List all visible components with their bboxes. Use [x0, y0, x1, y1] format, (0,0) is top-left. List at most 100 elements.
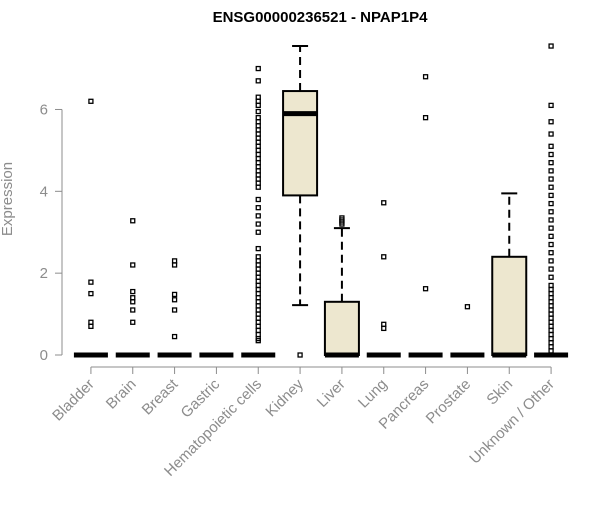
- outlier-4-23: [255, 184, 261, 190]
- outlier-11-3: [548, 131, 554, 137]
- x-tick-label-1: Brain: [103, 376, 140, 413]
- x-tick-label-2: Breast: [139, 375, 182, 418]
- outlier-4-20: [255, 172, 261, 178]
- outlier-4-31: [255, 258, 261, 264]
- outlier-4-25: [255, 205, 261, 211]
- outlier-4-32: [255, 262, 261, 268]
- box-0: [73, 98, 108, 358]
- outlier-11-26: [548, 303, 554, 309]
- outlier-7-1: [381, 254, 387, 260]
- outlier-4-16: [255, 155, 261, 162]
- outlier-0-2: [88, 290, 94, 297]
- outlier-4-33: [255, 266, 261, 272]
- outlier-4-5: [255, 108, 261, 115]
- outlier-4-3: [255, 98, 261, 104]
- box-8: [408, 74, 443, 358]
- box-5: [282, 45, 319, 358]
- outlier-4-29: [255, 245, 261, 252]
- outlier-4-24: [255, 196, 261, 203]
- outlier-11-10: [548, 192, 554, 199]
- outlier-4-1: [255, 78, 261, 84]
- outlier-1-3: [130, 295, 136, 301]
- outlier-11-13: [548, 217, 554, 223]
- outlier-11-27: [548, 307, 554, 313]
- outlier-11-7: [548, 168, 554, 174]
- outlier-2-1: [171, 262, 178, 268]
- outlier-11-9: [548, 184, 554, 190]
- outlier-1-1: [130, 262, 136, 268]
- outlier-11-29: [548, 315, 554, 321]
- outlier-0-1: [88, 279, 94, 285]
- outlier-6-3: [339, 221, 345, 227]
- outlier-4-43: [255, 307, 261, 313]
- outlier-0-3: [88, 319, 94, 325]
- outlier-11-15: [548, 233, 554, 239]
- outlier-4-17: [255, 160, 261, 166]
- box-body-10: [491, 255, 528, 356]
- box-body-5: [282, 90, 319, 197]
- outlier-1-6: [130, 319, 136, 325]
- outlier-4-7: [255, 119, 261, 125]
- outlier-11-5: [548, 151, 554, 158]
- outlier-7-0: [381, 200, 387, 206]
- box-10: [491, 192, 528, 358]
- outlier-4-9: [255, 127, 261, 133]
- outlier-4-18: [255, 164, 261, 170]
- y-tick-label-2: 4: [40, 183, 48, 200]
- chart-title: ENSG00000236521 - NPAP1P4: [213, 9, 429, 26]
- outlier-11-28: [548, 311, 554, 317]
- outlier-11-16: [548, 241, 554, 248]
- outlier-4-15: [255, 151, 261, 158]
- box-4: [241, 65, 276, 358]
- outlier-4-46: [255, 319, 261, 325]
- x-tick-label-6: Liver: [314, 376, 349, 411]
- outlier-1-5: [130, 307, 136, 313]
- outlier-4-45: [255, 315, 261, 321]
- outlier-4-8: [255, 123, 261, 129]
- outlier-4-21: [255, 176, 261, 182]
- box-6: [323, 215, 360, 358]
- outlier-11-17: [548, 250, 554, 256]
- outlier-4-4: [255, 102, 261, 109]
- x-tick-label-0: Bladder: [49, 376, 98, 425]
- x-tick-label-5: Kidney: [262, 375, 307, 420]
- outlier-11-30: [548, 319, 554, 325]
- outlier-11-33: [548, 331, 554, 338]
- outlier-4-44: [255, 311, 261, 317]
- y-tick-label-1: 2: [40, 265, 48, 282]
- outlier-4-42: [255, 303, 261, 309]
- outlier-4-11: [255, 135, 261, 141]
- outlier-4-49: [255, 331, 261, 338]
- outlier-2-2: [171, 291, 178, 298]
- outlier-4-12: [255, 139, 261, 145]
- outlier-11-20: [548, 274, 554, 280]
- outlier-0-4: [88, 323, 94, 330]
- outlier-8-0: [422, 74, 429, 80]
- outlier-4-41: [255, 299, 261, 305]
- outlier-4-34: [255, 270, 261, 276]
- outlier-4-10: [255, 131, 261, 137]
- box-1: [115, 218, 150, 358]
- outlier-4-19: [255, 168, 261, 174]
- outlier-4-37: [255, 282, 261, 289]
- y-tick-label-3: 6: [40, 101, 48, 118]
- box-11: [534, 43, 569, 358]
- outlier-4-47: [255, 323, 261, 330]
- outlier-1-2: [130, 288, 136, 295]
- outlier-11-24: [548, 295, 554, 301]
- outlier-4-22: [255, 180, 261, 186]
- outlier-1-0: [130, 218, 136, 224]
- outlier-4-27: [255, 221, 261, 227]
- outlier-4-6: [255, 115, 261, 121]
- outlier-4-0: [255, 65, 261, 72]
- outlier-11-18: [548, 258, 554, 264]
- outlier-11-6: [548, 160, 554, 166]
- x-tick-label-9: Prostate: [423, 376, 475, 428]
- outlier-11-36: [548, 344, 554, 350]
- outlier-9-0: [464, 304, 471, 310]
- outlier-11-14: [548, 225, 554, 231]
- box-9: [450, 304, 485, 358]
- outlier-2-0: [171, 258, 178, 264]
- outlier-1-4: [130, 299, 136, 305]
